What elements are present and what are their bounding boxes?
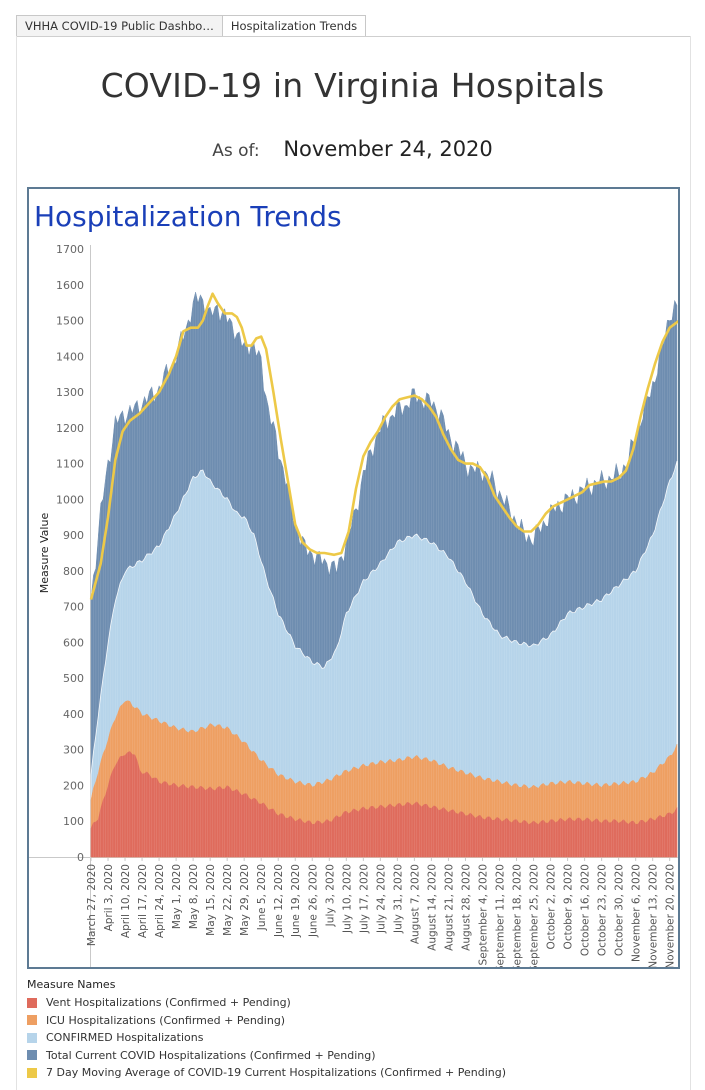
x-tick-label: August 7, 2020 xyxy=(409,864,421,944)
x-tick-label: July 10, 2020 xyxy=(341,864,353,934)
legend-swatch-confirmed xyxy=(27,1032,37,1043)
tab-hospitalization-trends[interactable]: Hospitalization Trends xyxy=(221,15,367,37)
tab-bar: VHHA COVID-19 Public Dashbo… Hospitaliza… xyxy=(16,15,367,37)
series-moving-average-line xyxy=(89,292,678,600)
y-tick-label: 1000 xyxy=(56,493,84,506)
x-tick-label: June 5, 2020 xyxy=(256,864,268,931)
legend-item-vent[interactable]: Vent Hospitalizations (Confirmed + Pendi… xyxy=(27,994,687,1012)
y-tick-label: 600 xyxy=(63,636,84,649)
y-tick-label: 0 xyxy=(77,851,84,864)
x-tick-label: September 11, 2020 xyxy=(494,864,506,967)
x-tick-label: November 20, 2020 xyxy=(665,864,677,967)
legend-title: Measure Names xyxy=(27,978,116,991)
x-tick-label: July 31, 2020 xyxy=(392,864,404,934)
legend-label-icu: ICU Hospitalizations (Confirmed + Pendin… xyxy=(46,1013,286,1027)
x-tick-label: November 6, 2020 xyxy=(631,864,643,962)
y-tick-label: 1200 xyxy=(56,422,84,435)
legend-swatch-total xyxy=(27,1050,37,1061)
chart-title: Hospitalization Trends xyxy=(34,200,342,233)
y-tick-label: 1500 xyxy=(56,315,84,328)
y-tick-label: 500 xyxy=(63,672,84,685)
tab-divider xyxy=(16,36,691,37)
x-tick-label: July 24, 2020 xyxy=(375,864,387,934)
chart-container: 0 100 200 300 400 500 600 700 800 900 1000 1100 1200… xyxy=(27,187,680,969)
y-tick-label: 1100 xyxy=(56,458,84,471)
x-tick-label: July 17, 2020 xyxy=(358,864,370,934)
legend-item-moving-average[interactable]: 7 Day Moving Average of COVID-19 Current… xyxy=(27,1064,687,1082)
hospitalization-chart[interactable]: 0 100 200 300 400 500 600 700 800 900 1000 1100 1200… xyxy=(29,189,678,967)
x-tick-label: April 24, 2020 xyxy=(154,864,166,938)
y-tick-label: 700 xyxy=(63,601,84,614)
legend-item-total[interactable]: Total Current COVID Hospitalizations (Co… xyxy=(27,1047,687,1065)
x-tick-label: April 10, 2020 xyxy=(120,864,132,938)
x-tick-label: October 23, 2020 xyxy=(597,864,609,956)
as-of-date: November 24, 2020 xyxy=(283,137,493,161)
x-tick-label: May 8, 2020 xyxy=(188,864,200,929)
x-tick-label: October 2, 2020 xyxy=(546,864,558,949)
x-tick-label: June 19, 2020 xyxy=(290,864,302,938)
legend-item-icu[interactable]: ICU Hospitalizations (Confirmed + Pendin… xyxy=(27,1012,687,1030)
legend-label-vent: Vent Hospitalizations (Confirmed + Pendi… xyxy=(46,996,291,1010)
y-axis-title: Measure Value xyxy=(38,513,51,594)
x-tick-label: September 18, 2020 xyxy=(512,864,524,967)
legend-label-moving-average: 7 Day Moving Average of COVID-19 Current… xyxy=(46,1066,506,1080)
x-tick-label: July 3, 2020 xyxy=(324,864,336,927)
y-tick-label: 1700 xyxy=(56,243,84,256)
x-tick-label: August 14, 2020 xyxy=(426,864,438,951)
x-tick-label: May 15, 2020 xyxy=(205,864,217,936)
y-tick-label: 1400 xyxy=(56,350,84,363)
x-tick-label: March 27, 2020 xyxy=(86,864,98,946)
x-tick-label: November 13, 2020 xyxy=(648,864,660,967)
y-tick-label: 1300 xyxy=(56,386,84,399)
legend-swatch-vent xyxy=(27,997,37,1008)
dashboard-frame xyxy=(16,36,691,1090)
x-tick-label: May 29, 2020 xyxy=(239,864,251,936)
x-tick-label: May 22, 2020 xyxy=(222,864,234,936)
legend-swatch-moving-average xyxy=(27,1067,37,1078)
x-tick-label: April 17, 2020 xyxy=(137,864,149,938)
legend-label-confirmed: CONFIRMED Hospitalizations xyxy=(46,1031,204,1045)
y-tick-label: 800 xyxy=(63,565,84,578)
legend-item-confirmed[interactable]: CONFIRMED Hospitalizations xyxy=(27,1029,687,1047)
y-tick-label: 100 xyxy=(63,815,84,828)
x-tick-label: June 12, 2020 xyxy=(273,864,285,938)
x-tick-label: April 3, 2020 xyxy=(103,864,115,931)
y-tick-label: 200 xyxy=(63,779,84,792)
x-tick-label: June 26, 2020 xyxy=(307,864,319,938)
x-tick-label: October 9, 2020 xyxy=(563,864,575,949)
as-of-line: As of: November 24, 2020 xyxy=(0,137,705,161)
tab-public-dashboard[interactable]: VHHA COVID-19 Public Dashbo… xyxy=(16,15,223,37)
y-tick-label: 1600 xyxy=(56,279,84,292)
legend-swatch-icu xyxy=(27,1015,37,1026)
x-tick-label: August 21, 2020 xyxy=(443,864,455,951)
y-tick-label: 300 xyxy=(63,744,84,757)
x-tick-label: May 1, 2020 xyxy=(171,864,183,929)
y-tick-label: 400 xyxy=(63,708,84,721)
x-tick-label: October 16, 2020 xyxy=(580,864,592,956)
series-vent-area xyxy=(90,751,678,858)
legend-label-total: Total Current COVID Hospitalizations (Co… xyxy=(46,1048,376,1062)
as-of-label: As of: xyxy=(212,141,260,161)
y-tick-label: 900 xyxy=(63,529,84,542)
x-tick-label: August 28, 2020 xyxy=(460,864,472,951)
legend: Measure Names Vent Hospitalizations (Con… xyxy=(27,978,687,1082)
x-tick-label: September 25, 2020 xyxy=(529,864,541,967)
x-tick-label: October 30, 2020 xyxy=(614,864,626,956)
x-tick-label: September 4, 2020 xyxy=(477,864,489,965)
page-title: COVID-19 in Virginia Hospitals xyxy=(100,66,605,105)
